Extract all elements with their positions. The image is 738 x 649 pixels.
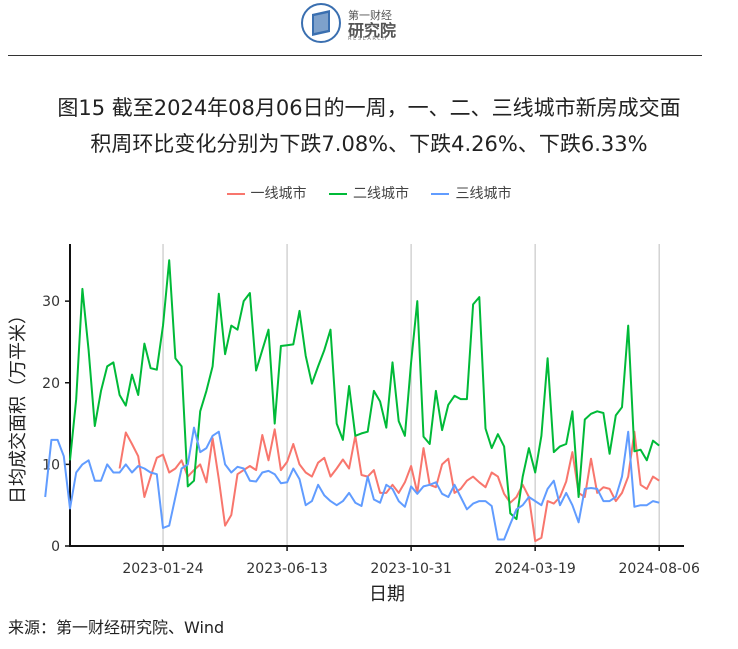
legend-swatch-tier1 (226, 193, 245, 195)
legend-item-tier1: 一线城市 (226, 183, 307, 203)
y-tick-label: 10 (42, 457, 60, 473)
series-line-tier2 (69, 259, 660, 521)
logo-main-text: 研究院 (348, 21, 397, 40)
series-line-tier1 (118, 428, 660, 543)
legend-item-tier2: 二线城市 (329, 183, 409, 203)
legend-label-tier1: 一线城市 (250, 186, 307, 202)
x-tick-label: 2023-01-24 (122, 561, 203, 577)
header-divider (8, 55, 702, 56)
x-tick-label: 2023-10-31 (370, 561, 451, 577)
y-axis-title: 日均成交面积（万平米） (8, 306, 29, 504)
chart-title-line2: 积周环比变化分别为下跌7.08%、下跌4.26%、下跌6.33% (90, 132, 648, 156)
book-logo-icon (301, 3, 341, 43)
chart-title-line1: 图15 截至2024年08月06日的一周，一、二、三线城市新房成交面 (57, 96, 681, 120)
logo-top-text: 第一财经 (348, 9, 392, 22)
legend-label-tier3: 三线城市 (455, 186, 512, 202)
y-tick-label: 0 (51, 539, 60, 555)
logo: 第一财经 研究院 RESEARCH (300, 2, 440, 46)
y-tick-label: 30 (42, 294, 60, 310)
x-tick-label: 2023-06-13 (246, 561, 327, 577)
x-axis-title: 日期 (369, 584, 405, 605)
x-tick-label: 2024-03-19 (494, 561, 575, 577)
legend: 一线城市 二线城市 三线城市 (0, 183, 738, 203)
logo-sub-text: RESEARCH (348, 36, 388, 42)
legend-swatch-tier3 (431, 193, 450, 195)
source-note: 来源：第一财经研究院、Wind (8, 618, 225, 637)
legend-label-tier2: 二线城市 (353, 186, 409, 202)
legend-item-tier3: 三线城市 (431, 183, 511, 203)
y-tick-label: 20 (42, 376, 60, 392)
x-tick-label: 2024-08-06 (619, 561, 700, 577)
legend-swatch-tier2 (329, 193, 347, 195)
series-line-tier3 (44, 426, 660, 541)
